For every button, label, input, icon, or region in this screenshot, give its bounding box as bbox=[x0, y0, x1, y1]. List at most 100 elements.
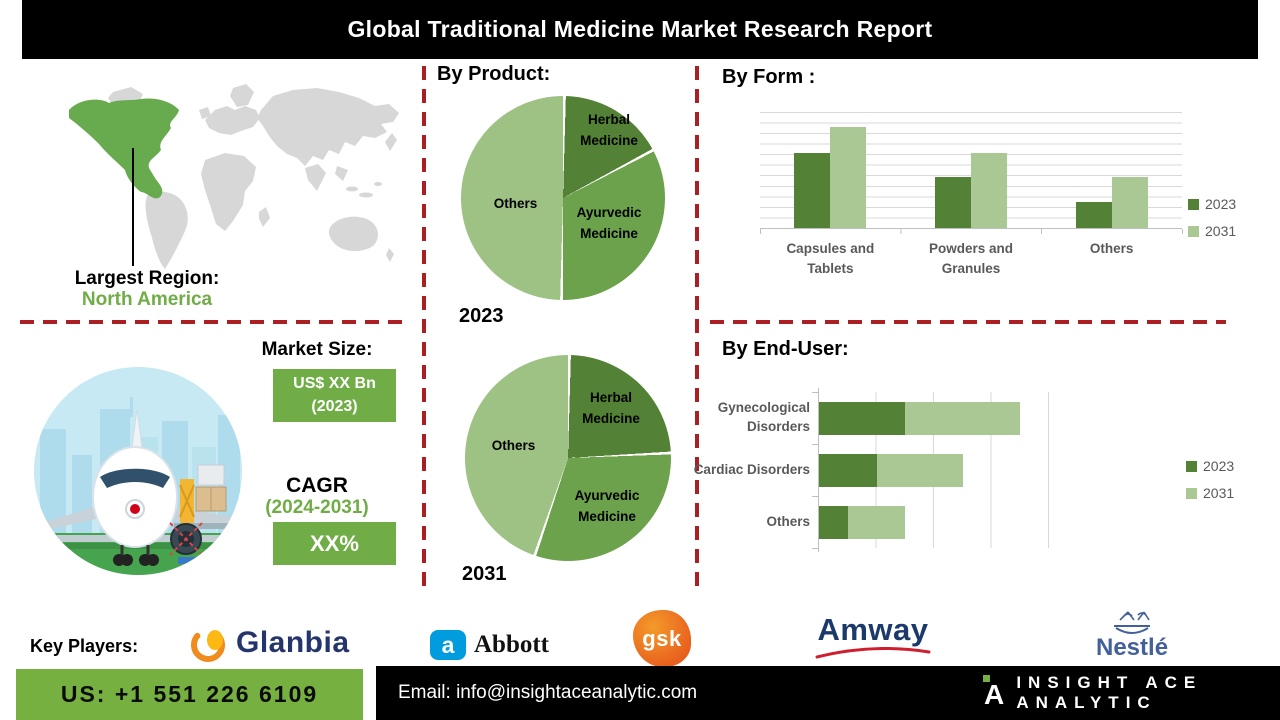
bar-group-others bbox=[1041, 112, 1182, 228]
world-map bbox=[69, 84, 399, 269]
legend-item-2031: 2031 bbox=[1186, 485, 1234, 501]
pie-2023-label-herbal: Herbal Medicine bbox=[580, 112, 638, 148]
hbar-others bbox=[819, 496, 1049, 548]
key-players-label: Key Players: bbox=[30, 636, 139, 656]
title-bar: Global Traditional Medicine Market Resea… bbox=[22, 0, 1258, 59]
by-form-category-labels: Capsules and Tablets Powders and Granule… bbox=[760, 239, 1182, 278]
by-form-bars bbox=[760, 112, 1182, 228]
cagr-period: (2024-2031) bbox=[265, 497, 369, 518]
india-shape bbox=[305, 164, 326, 191]
segment-2031 bbox=[905, 401, 1021, 435]
by-end-user-category-labels: Gynecological Disorders Cardiac Disorder… bbox=[690, 392, 810, 548]
bar-2023 bbox=[794, 152, 831, 228]
market-size-value-box: US$ XX Bn (2023) bbox=[273, 369, 396, 422]
divider-vertical-right bbox=[695, 66, 699, 590]
bar-2031 bbox=[1111, 176, 1148, 228]
by-product-title: By Product: bbox=[437, 63, 551, 85]
cagr-value-box: XX% bbox=[273, 522, 396, 565]
cockpit-windshield bbox=[100, 468, 170, 488]
abbott-wordmark: Abbott bbox=[474, 631, 550, 658]
category-label: Others bbox=[766, 513, 810, 529]
divider-vertical-left bbox=[422, 66, 426, 590]
segment-2031 bbox=[876, 453, 963, 487]
pie-2023-year: 2023 bbox=[459, 305, 504, 327]
south-america-shape bbox=[145, 191, 188, 269]
legend-label: 2023 bbox=[1205, 196, 1237, 212]
japan-shape bbox=[385, 133, 397, 151]
glanbia-icon bbox=[191, 628, 225, 662]
pie-2031-label-others: Others bbox=[491, 438, 536, 453]
gsk-icon: gsk bbox=[633, 610, 691, 667]
pie-2031-label-herbal: Herbal Medicine bbox=[582, 390, 640, 426]
scandinavia-shape bbox=[230, 84, 254, 107]
legend-item-2031: 2031 bbox=[1188, 223, 1236, 239]
pie-2023-label-ayurvedic: Ayurvedic Medicine bbox=[576, 205, 642, 241]
fuselage bbox=[92, 446, 178, 548]
africa-shape bbox=[201, 153, 256, 231]
cagr-label: CAGR bbox=[286, 474, 348, 497]
hbar-cardiac bbox=[819, 444, 1049, 496]
segment-2023 bbox=[819, 505, 848, 539]
largest-region-value: North America bbox=[81, 289, 213, 310]
bar-2023 bbox=[935, 176, 971, 228]
email-text[interactable]: Email: info@insightaceanalytic.com bbox=[398, 682, 698, 703]
map-pointer-line bbox=[132, 148, 134, 266]
bar-2031 bbox=[971, 152, 1007, 228]
legend-swatch-2031 bbox=[1186, 487, 1197, 499]
legend-swatch-2031 bbox=[1188, 225, 1199, 237]
by-form-title: By Form : bbox=[722, 66, 816, 88]
pie-2023-label-others: Others bbox=[493, 196, 538, 211]
pie-2031-year: 2031 bbox=[462, 563, 507, 585]
insight-ace-icon: A bbox=[982, 673, 1005, 713]
sea-shape bbox=[335, 166, 348, 181]
segment-2031 bbox=[847, 505, 906, 539]
hbar-gynecological bbox=[819, 392, 1049, 444]
amway-wordmark: Amway bbox=[817, 612, 929, 647]
category-label: Others bbox=[1089, 241, 1134, 256]
by-end-user-axis bbox=[818, 388, 819, 552]
brand-a-mark: A bbox=[984, 679, 1005, 710]
insight-ace-analytic-logo: A INSIGHT ACE ANALYTIC bbox=[982, 666, 1280, 720]
market-size-label: Market Size: bbox=[261, 339, 373, 360]
cargo-dolly bbox=[178, 557, 230, 564]
by-end-user-bars bbox=[819, 392, 1049, 548]
segment-2023 bbox=[819, 453, 877, 487]
phone-banner: US: +1 551 226 6109 bbox=[16, 669, 363, 720]
pie-chart-2031 bbox=[465, 355, 671, 561]
segment-2023 bbox=[819, 401, 906, 435]
by-end-user-legend: 2023 2031 bbox=[1186, 458, 1234, 501]
bar-2023 bbox=[1075, 202, 1112, 228]
glanbia-logo: Glanbia bbox=[188, 619, 350, 667]
nose-dot bbox=[130, 504, 140, 514]
legend-label: 2031 bbox=[1205, 223, 1237, 239]
australia-shape bbox=[328, 216, 378, 252]
bar-2031 bbox=[830, 127, 867, 228]
new-zealand-shape bbox=[386, 248, 394, 262]
legend-label: 2023 bbox=[1203, 458, 1235, 474]
legend-item-2023: 2023 bbox=[1188, 196, 1236, 212]
amway-swoosh bbox=[815, 646, 931, 659]
europe-shape bbox=[205, 106, 260, 135]
asia-shape bbox=[257, 88, 399, 166]
legend-swatch-2023 bbox=[1186, 460, 1197, 472]
amway-logo: Amway bbox=[815, 612, 931, 659]
by-end-user-axis-ticks bbox=[812, 392, 818, 553]
nestle-nest-icon bbox=[1114, 611, 1151, 634]
nestle-wordmark: Nestlé bbox=[1096, 634, 1169, 661]
glanbia-wordmark: Glanbia bbox=[236, 626, 350, 659]
pie-2031-label-ayurvedic: Ayurvedic Medicine bbox=[574, 488, 640, 524]
divider-left-horizontal bbox=[20, 320, 402, 324]
gsk-logo: gsk bbox=[633, 610, 691, 667]
airplane-illustration bbox=[34, 367, 242, 575]
category-label: Cardiac Disorders bbox=[693, 461, 810, 477]
brand-green-dot bbox=[983, 675, 990, 682]
north-america-shape bbox=[69, 98, 179, 199]
legend-item-2023: 2023 bbox=[1186, 458, 1234, 474]
market-size-value: US$ XX Bn bbox=[293, 375, 376, 393]
category-label: Capsules and Tablets bbox=[786, 241, 875, 276]
pie-chart-2023 bbox=[461, 96, 665, 300]
largest-region-label: Largest Region: bbox=[74, 268, 220, 289]
brand-name: INSIGHT ACE ANALYTIC bbox=[1016, 673, 1203, 712]
category-label: Gynecological Disorders bbox=[717, 400, 810, 434]
market-size-year: (2023) bbox=[311, 397, 358, 415]
